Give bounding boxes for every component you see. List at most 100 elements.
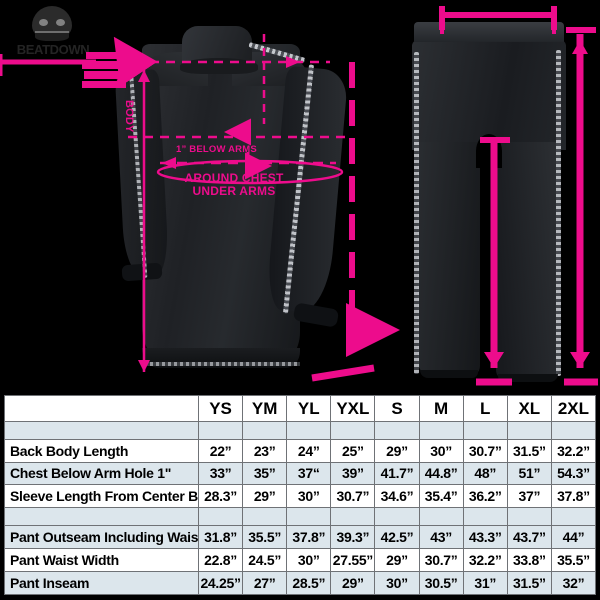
body-length-label: BODY <box>123 100 135 133</box>
measurement-value: 30.7” <box>462 438 508 463</box>
measurement-value: 31.5” <box>506 570 552 596</box>
measurement-value: 30.7” <box>330 484 376 509</box>
size-table-row: Sleeve Length From Center Back28.3”29”30… <box>4 484 597 509</box>
measurement-value: 35.5” <box>242 524 288 549</box>
size-table-container: YS YM YL YXL S M L XL 2XL Back Body Length 22” 23”… <box>0 392 600 600</box>
pants-left-cuff <box>420 370 478 378</box>
measurement-value: 42.5” <box>374 524 420 549</box>
measurement-value: 35” <box>242 461 288 486</box>
measurement-value: 29” <box>330 570 376 596</box>
pants-illustration <box>404 22 574 388</box>
chest-below-arms-dimension <box>128 118 346 185</box>
size-table-body: Back Body Length 22” 23” 24” 25” 29” 30” 30.7” 3… <box>4 421 597 596</box>
measurement-value: 24.25” <box>197 570 244 596</box>
product-illustration: BEATDOWN <box>0 4 598 388</box>
size-column-header-2xl: 2XL <box>550 395 597 422</box>
measurement-label: Pant Outseam Including Waist <box>4 524 199 549</box>
measurement-value: 22” <box>197 438 244 463</box>
pant-inseam-dimension <box>476 137 512 386</box>
measurement-label <box>4 421 199 440</box>
measurement-value: 27.55” <box>330 547 376 572</box>
size-table-row: Pant Waist Width 22.8” 24.5” 30” 27.55” 29” 30… <box>4 547 597 572</box>
measurement-value <box>286 507 332 526</box>
size-table-spacer-row <box>4 507 597 526</box>
measurement-value: 37“ <box>286 461 332 486</box>
measurement-value <box>506 507 552 526</box>
measurement-value: 37.8” <box>550 484 597 509</box>
pant-outseam-dimension <box>564 27 598 386</box>
measurement-value <box>242 421 288 440</box>
measurement-value: 51” <box>506 461 552 486</box>
measurement-value: 29” <box>374 547 420 572</box>
measurement-value <box>242 507 288 526</box>
measurement-value <box>506 421 552 440</box>
measurement-value: 23” <box>242 438 288 463</box>
measurement-value: 32.2” <box>462 547 508 572</box>
size-table-row: Chest Below Arm Hole 1" 33” 35” 37“ 39” 41.7”… <box>4 461 597 486</box>
measurement-label: Pant Inseam <box>4 570 199 596</box>
measurement-value: 30” <box>418 438 464 463</box>
size-table-spacer-row <box>4 421 597 440</box>
measurement-value: 54.3” <box>550 461 597 486</box>
measurement-value: 32.2” <box>550 438 597 463</box>
pants-right-leg <box>496 142 560 380</box>
measurement-value: 44” <box>550 524 597 549</box>
sleeve-length-label-illegible <box>82 50 136 90</box>
brand-logo: BEATDOWN <box>8 4 98 58</box>
jacket-hem-stripe <box>144 362 300 366</box>
size-table-row: Pant Inseam 24.25” 27” 28.5” 29” 30” 30.5” 31” 3… <box>4 570 597 596</box>
jacket-illustration <box>108 18 368 388</box>
measurement-value: 36.2” <box>462 484 508 509</box>
measurement-value: 48” <box>462 461 508 486</box>
pants-right-cuff <box>498 374 558 382</box>
measurement-value: 37.8” <box>286 524 332 549</box>
size-column-header-ys: YS <box>197 395 244 422</box>
size-table-row: Pant Outseam Including Waist 31.8” 35.5” 37… <box>4 524 597 549</box>
pants-left-stripe <box>414 52 419 374</box>
size-column-header-l: L <box>462 395 508 422</box>
measurement-value: 44.8” <box>418 461 464 486</box>
measurement-value: 31” <box>462 570 508 596</box>
measurement-value: 31.5” <box>506 438 552 463</box>
sleeve-length-dimension <box>0 34 400 382</box>
measurement-value: 39.3” <box>330 524 376 549</box>
measurement-value <box>330 421 376 440</box>
pant-waist-width-dimension <box>439 6 557 34</box>
measurement-value <box>418 421 464 440</box>
size-column-header-m: M <box>418 395 464 422</box>
measurement-value: 33.8” <box>506 547 552 572</box>
skull-jaw-icon <box>35 31 69 41</box>
measurement-value: 24” <box>286 438 332 463</box>
measurement-value: 39” <box>330 461 376 486</box>
measurement-value: 43.7” <box>506 524 552 549</box>
size-table-row: Back Body Length 22” 23” 24” 25” 29” 30” 30.7” 3… <box>4 438 597 463</box>
size-column-header-s: S <box>374 395 420 422</box>
measurement-value: 22.8” <box>197 547 244 572</box>
size-column-header-xl: XL <box>506 395 552 422</box>
measurement-value: 37” <box>506 484 552 509</box>
measurement-value <box>550 421 597 440</box>
measurement-value <box>197 421 244 440</box>
measurement-value: 27” <box>242 570 288 596</box>
measurement-value: 30” <box>374 570 420 596</box>
measurement-value: 30” <box>286 547 332 572</box>
pants-left-leg <box>418 142 480 376</box>
measurement-value: 29” <box>242 484 288 509</box>
corner-cell <box>4 395 199 422</box>
measurement-value <box>462 507 508 526</box>
measurement-value <box>374 421 420 440</box>
measurement-value: 24.5” <box>242 547 288 572</box>
measurement-label: Pant Waist Width <box>4 547 199 572</box>
measurement-value: 25” <box>330 438 376 463</box>
measurement-value: 30.7” <box>418 547 464 572</box>
size-column-header-ym: YM <box>242 395 288 422</box>
measurement-value: 30.5” <box>418 570 464 596</box>
measurement-value <box>418 507 464 526</box>
back-body-length-dimension <box>138 70 150 372</box>
measurement-value <box>550 507 597 526</box>
measurement-label: Chest Below Arm Hole 1" <box>4 461 199 486</box>
measurement-value: 28.5” <box>286 570 332 596</box>
measurement-value: 43” <box>418 524 464 549</box>
size-table: YS YM YL YXL S M L XL 2XL Back Body Length 22” 23”… <box>4 395 597 596</box>
